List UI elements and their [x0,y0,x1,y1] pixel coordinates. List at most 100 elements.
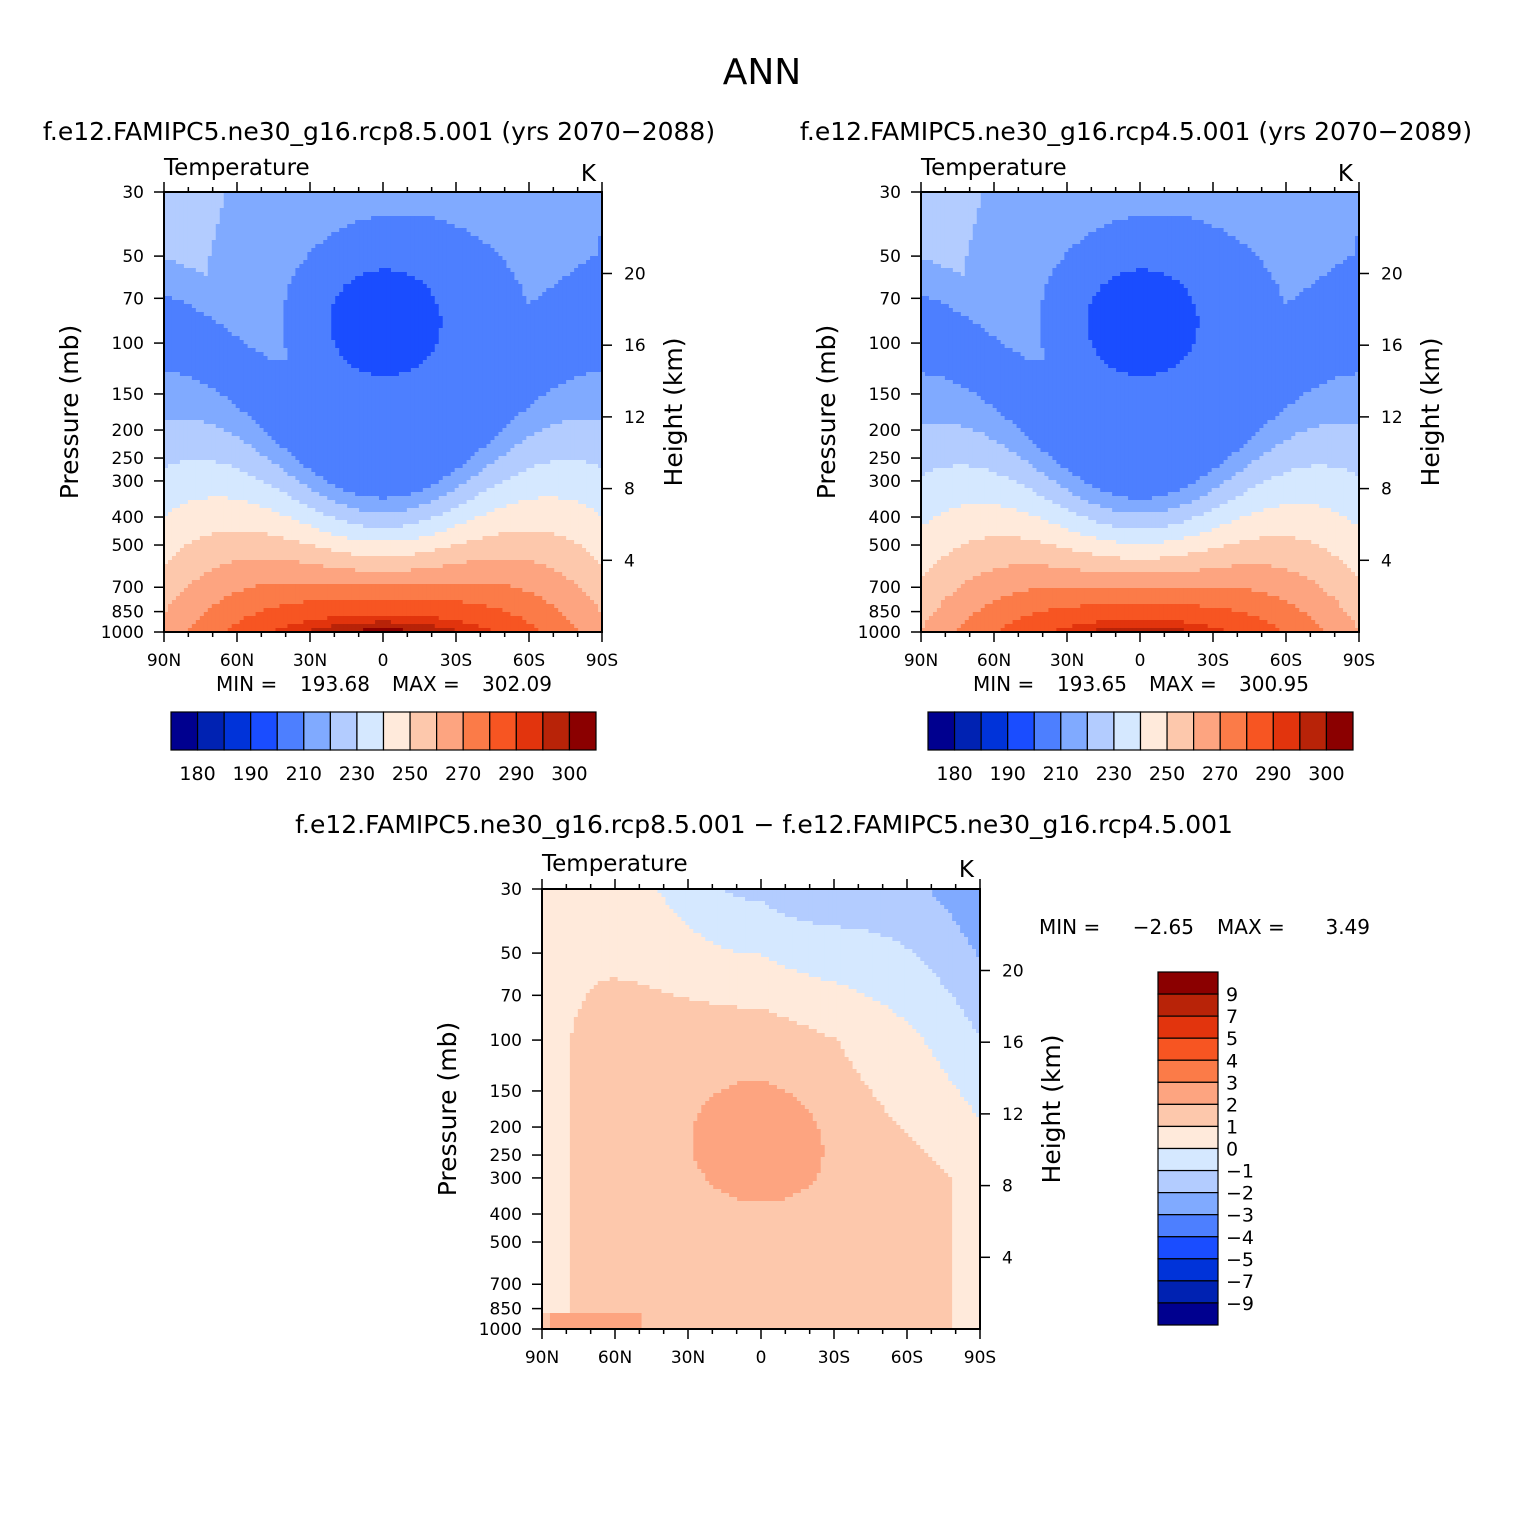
contour-cell [239,300,245,305]
contour-cell [207,364,213,369]
contour-cell [347,296,352,301]
contour-cell [203,244,209,249]
contour-cell [191,340,197,345]
contour-cell [215,276,221,281]
contour-cell [279,204,285,209]
contour-cell [430,236,436,241]
contour-cell [219,292,225,297]
contour-cell [347,348,352,353]
contour-cell [490,268,496,273]
contour-cell [171,196,177,201]
contour-cell [319,368,324,373]
contour-cell [307,264,312,269]
contour-cell [179,232,185,237]
contour-cell [351,280,356,285]
contour-cell [538,256,543,261]
contour-cell [239,352,245,357]
contour-cell [347,276,352,281]
contour-cell [562,272,567,277]
contour-cell [554,248,559,253]
contour-cell [271,320,277,325]
contour-cell [379,220,384,225]
contour-cell [203,312,209,317]
contour-cell [287,204,293,209]
contour-cell [598,312,602,317]
contour-cell [287,252,293,257]
contour-cell [462,236,468,241]
contour-cell [450,300,456,305]
contour-cell [183,300,189,305]
contour-cell [351,316,356,321]
contour-cell [239,364,245,369]
contour-cell [390,272,396,277]
contour-cell [426,316,432,321]
contour-cell [383,208,388,213]
contour-cell [223,224,229,229]
contour-cell [259,312,265,317]
contour-cell [335,276,340,281]
contour-cell [566,364,571,369]
contour-cell [303,360,308,365]
contour-cell [271,364,277,369]
contour-cell [390,228,396,233]
contour-cell [255,264,261,269]
contour-cell [474,224,480,229]
contour-cell [486,260,492,265]
contour-cell [179,372,185,377]
contour-cell [227,192,233,197]
contour-cell [311,348,316,353]
contour-cell [215,228,221,233]
contour-cell [231,212,237,217]
contour-cell [590,212,595,217]
contour-cell [383,332,388,337]
contour-cell [578,232,583,237]
contour-cell [506,364,512,369]
contour-cell [375,312,380,317]
contour-cell [299,292,304,297]
contour-cell [530,268,535,273]
contour-cell [319,260,324,265]
contour-cell [211,360,217,365]
contour-cell [490,332,496,337]
contour-cell [263,340,269,345]
contour-cell [390,316,396,321]
contour-cell [422,368,428,373]
contour-cell [207,340,213,345]
contour-cell [231,360,237,365]
contour-cell [570,196,575,201]
contour-cell [546,236,551,241]
contour-cell [367,292,372,297]
contour-cell [355,348,360,353]
contour-cell [566,336,571,341]
contour-cell [494,264,500,269]
contour-cell [331,252,336,257]
contour-cell [263,244,269,249]
contour-cell [486,236,492,241]
contour-cell [235,260,241,265]
contour-cell [434,360,440,365]
contour-cell [339,324,344,329]
panel-rcp85: f.e12.FAMIPC5.ne30_g16.rcp8.5.001 (yrs 2… [43,117,715,785]
contour-cell [398,208,404,213]
contour-cell [494,352,500,357]
contour-cell [454,324,460,329]
contour-cell [574,356,579,361]
contour-cell [570,236,575,241]
contour-cell [454,268,460,273]
contour-cell [538,364,543,369]
contour-cell [271,236,277,241]
contour-cell [498,232,504,237]
contour-cell [279,312,285,317]
contour-cell [574,236,579,241]
contour-cell [199,328,205,333]
contour-cell [291,292,296,297]
contour-cell [482,280,488,285]
contour-cell [355,292,360,297]
contour-cell [566,280,571,285]
contour-cell [195,296,201,301]
contour-cell [323,204,328,209]
contour-cell [514,252,519,257]
contour-cell [231,204,237,209]
contour-cell [474,328,480,333]
contour-cell [438,256,444,261]
